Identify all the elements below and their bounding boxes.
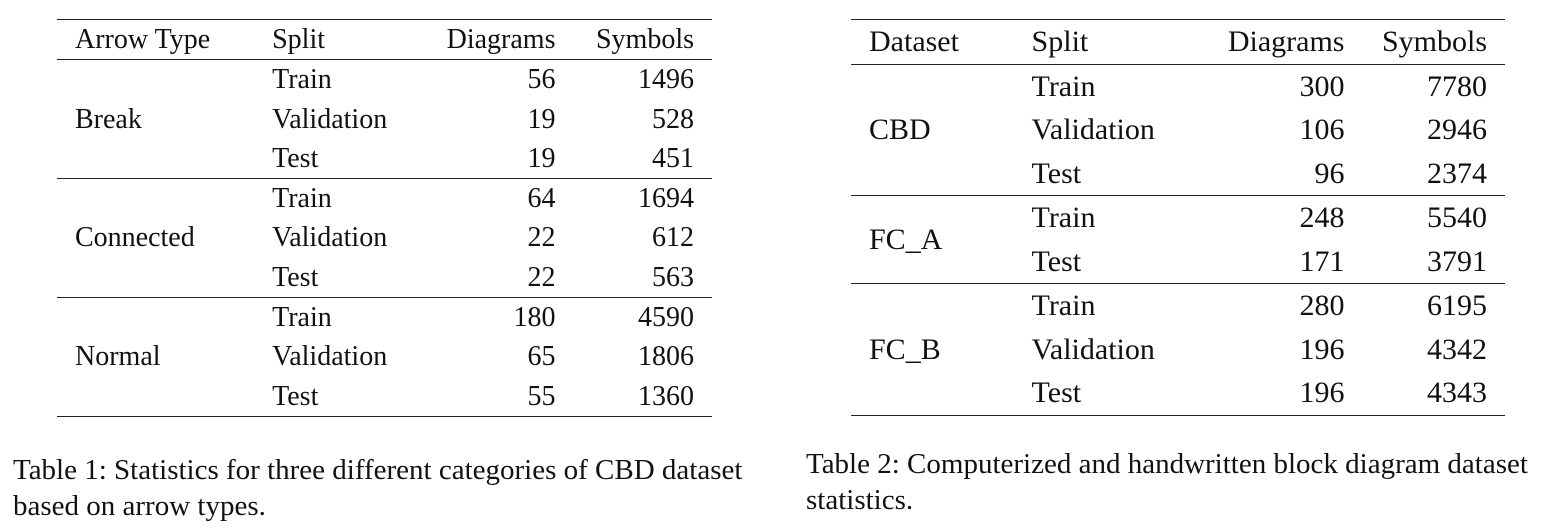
symbols-cell: 612	[652, 222, 694, 254]
group-label: CBD	[869, 113, 931, 146]
column-header-split: Split	[1031, 25, 1089, 58]
diagrams-cell: 55	[527, 380, 556, 412]
group-label: Connected	[75, 222, 195, 254]
table-row: Validation 19 528	[57, 100, 712, 139]
table-row: Validation 106 2946	[851, 108, 1505, 152]
group-label: Break	[75, 103, 142, 135]
table-body: CBD Train 300 7780 Validation 106 2946 Test 96 23…	[851, 64, 1505, 415]
table-body: Break Train 56 1496 Validation 19 528 Test 19 451…	[57, 60, 712, 417]
symbols-cell: 2946	[1427, 113, 1487, 146]
table-row: Test 171 3791	[851, 240, 1505, 284]
split-cell: Train	[1031, 69, 1096, 103]
diagrams-cell: 180	[513, 302, 556, 334]
diagrams-cell: 22	[527, 261, 556, 293]
group-label: FC_B	[869, 332, 941, 366]
diagrams-cell: 65	[527, 341, 556, 373]
diagrams-cell: 19	[527, 103, 556, 135]
symbols-cell: 6195	[1427, 289, 1487, 322]
column-header-dataset: Dataset	[869, 25, 959, 58]
symbols-cell: 1694	[638, 183, 694, 215]
table-row: Test 55 1360	[57, 377, 712, 417]
split-cell: Train	[272, 64, 332, 96]
split-cell: Test	[272, 261, 319, 293]
table-row: Test 22 563	[57, 258, 712, 298]
symbols-cell: 1806	[638, 341, 694, 373]
diagrams-cell: 106	[1299, 113, 1345, 146]
diagrams-cell: 280	[1299, 289, 1345, 322]
split-cell: Validation	[1031, 113, 1155, 146]
split-cell: Validation	[272, 103, 388, 135]
dataset-statistics-table: Dataset Split Diagrams Symbols CBD Train 3…	[851, 19, 1505, 416]
group-label: Normal	[75, 341, 161, 373]
split-cell: Test	[1031, 156, 1082, 190]
table-row: Test 96 2374	[851, 152, 1505, 196]
table-header-row: Arrow Type Split Diagrams Symbols	[57, 19, 712, 60]
symbols-cell: 4342	[1427, 332, 1487, 366]
symbols-cell: 2374	[1427, 156, 1487, 190]
diagrams-cell: 56	[527, 64, 556, 96]
diagrams-cell: 196	[1299, 376, 1345, 409]
table-row: FC_B Train 280 6195	[851, 284, 1505, 366]
split-cell: Test	[272, 380, 319, 412]
diagrams-cell: 22	[527, 222, 556, 254]
table-row: Validation 65 1806	[57, 337, 712, 376]
symbols-cell: 528	[652, 103, 694, 135]
table-row: Break Train 56 1496	[57, 60, 712, 134]
symbols-cell: 451	[652, 142, 694, 174]
column-header-diagrams: Diagrams	[446, 24, 556, 55]
split-cell: Test	[1031, 244, 1082, 278]
split-cell: Test	[1031, 376, 1082, 409]
symbols-cell: 4343	[1427, 376, 1487, 409]
split-cell: Train	[272, 183, 332, 215]
table-1-caption: Table 1: Statistics for three different …	[13, 454, 743, 522]
column-header-symbols: Symbols	[595, 24, 694, 55]
table-row: Validation 196 4342	[851, 328, 1505, 372]
split-cell: Validation	[272, 222, 388, 254]
diagrams-cell: 64	[527, 183, 556, 215]
diagrams-cell: 300	[1299, 69, 1345, 103]
split-cell: Train	[1031, 289, 1096, 322]
symbols-cell: 4590	[638, 302, 694, 334]
diagrams-cell: 171	[1299, 244, 1345, 278]
symbols-cell: 1496	[638, 64, 694, 96]
table-row: Connected Train 64 1694	[57, 179, 712, 253]
split-cell: Validation	[1031, 332, 1155, 366]
group-label: FC_A	[869, 222, 943, 256]
table-2-caption: Table 2: Computerized and handwritten bl…	[806, 448, 1528, 516]
table-row: Validation 22 612	[57, 218, 712, 257]
column-header-symbols: Symbols	[1381, 25, 1487, 58]
diagrams-cell: 196	[1299, 332, 1345, 366]
symbols-cell: 563	[652, 261, 694, 293]
table-row: Normal Train 180 4590	[57, 298, 712, 372]
column-header-arrow-type: Arrow Type	[75, 24, 211, 55]
split-cell: Train	[1031, 201, 1096, 234]
symbols-cell: 5540	[1427, 201, 1487, 234]
split-cell: Test	[272, 142, 319, 174]
symbols-cell: 7780	[1427, 69, 1487, 103]
table-row: FC_A Train 248 5540	[851, 196, 1505, 256]
diagrams-cell: 19	[527, 142, 556, 174]
symbols-cell: 1360	[638, 380, 694, 412]
table-row: Test 19 451	[57, 139, 712, 179]
split-cell: Validation	[272, 341, 388, 373]
table-header-row: Dataset Split Diagrams Symbols	[851, 19, 1505, 64]
table-row: CBD Train 300 7780	[851, 64, 1505, 147]
column-header-split: Split	[272, 24, 326, 55]
diagrams-cell: 96	[1314, 156, 1345, 190]
column-header-diagrams: Diagrams	[1227, 25, 1345, 58]
split-cell: Train	[272, 302, 332, 334]
table-row: Test 196 4343	[851, 371, 1505, 415]
arrow-type-statistics-table: Arrow Type Split Diagrams Symbols Break T…	[57, 19, 712, 417]
diagrams-cell: 248	[1299, 201, 1345, 234]
symbols-cell: 3791	[1427, 244, 1487, 278]
